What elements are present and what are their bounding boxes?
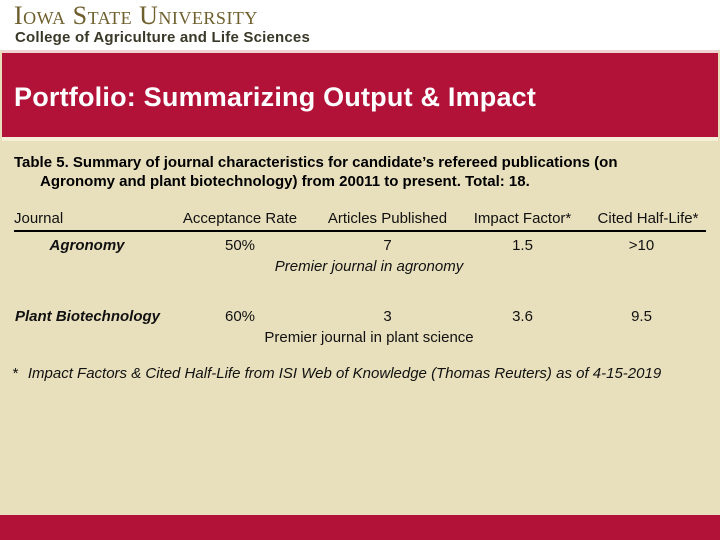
table-header-row: Journal Acceptance Rate Articles Publish… <box>14 210 706 232</box>
table-spacer-row <box>14 277 706 303</box>
acceptance-rate-value: 60% <box>224 308 256 325</box>
slide-body: Table 5. Summary of journal characterist… <box>0 141 720 515</box>
journal-summary-table: Journal Acceptance Rate Articles Publish… <box>14 210 706 348</box>
university-wordmark: Iowa State University <box>14 1 258 30</box>
table-footnote: * Impact Factors & Cited Half-Life from I… <box>12 365 708 382</box>
college-name: College of Agriculture and Life Sciences <box>15 29 311 46</box>
journal-note: Premier journal in agronomy <box>274 258 464 275</box>
table-caption-line1: Table 5. Summary of journal characterist… <box>14 154 618 171</box>
column-header-impact-factor: Impact Factor* <box>455 210 590 232</box>
table-caption: Table 5. Summary of journal characterist… <box>14 153 708 191</box>
journal-name: Agronomy <box>49 237 125 254</box>
footnote-text: Impact Factors & Cited Half-Life from IS… <box>27 365 662 382</box>
articles-published-value: 7 <box>383 237 392 254</box>
acceptance-rate-value: 50% <box>224 237 256 254</box>
header-band: Iowa State University College of Agricul… <box>0 0 720 50</box>
table-row: Agronomy 50% 7 1.5 >10 <box>14 231 706 255</box>
table-note-row: Premier journal in plant science <box>14 326 706 348</box>
footnote-asterisk: * <box>12 365 18 382</box>
title-banner: Portfolio: Summarizing Output & Impact <box>2 50 718 141</box>
footer-band <box>0 515 720 540</box>
column-header-acceptance-rate: Acceptance Rate <box>160 210 320 232</box>
journal-note: Premier journal in plant science <box>264 329 474 346</box>
table-note-row: Premier journal in agronomy <box>14 255 706 277</box>
column-header-articles-published: Articles Published <box>320 210 455 232</box>
table-row: Plant Biotechnology 60% 3 3.6 9.5 <box>14 303 706 326</box>
journal-name: Plant Biotechnology <box>15 308 161 325</box>
cited-half-life-value: >10 <box>628 237 655 254</box>
column-header-cited-half-life: Cited Half-Life* <box>590 210 706 232</box>
table-caption-line2: Agronomy and plant biotechnology) from 2… <box>40 173 530 190</box>
slide-title: Portfolio: Summarizing Output & Impact <box>14 82 537 112</box>
column-header-journal: Journal <box>14 210 160 232</box>
impact-factor-value: 3.6 <box>512 308 533 325</box>
cited-half-life-value: 9.5 <box>631 308 652 325</box>
impact-factor-value: 1.5 <box>512 237 533 254</box>
articles-published-value: 3 <box>383 308 392 325</box>
